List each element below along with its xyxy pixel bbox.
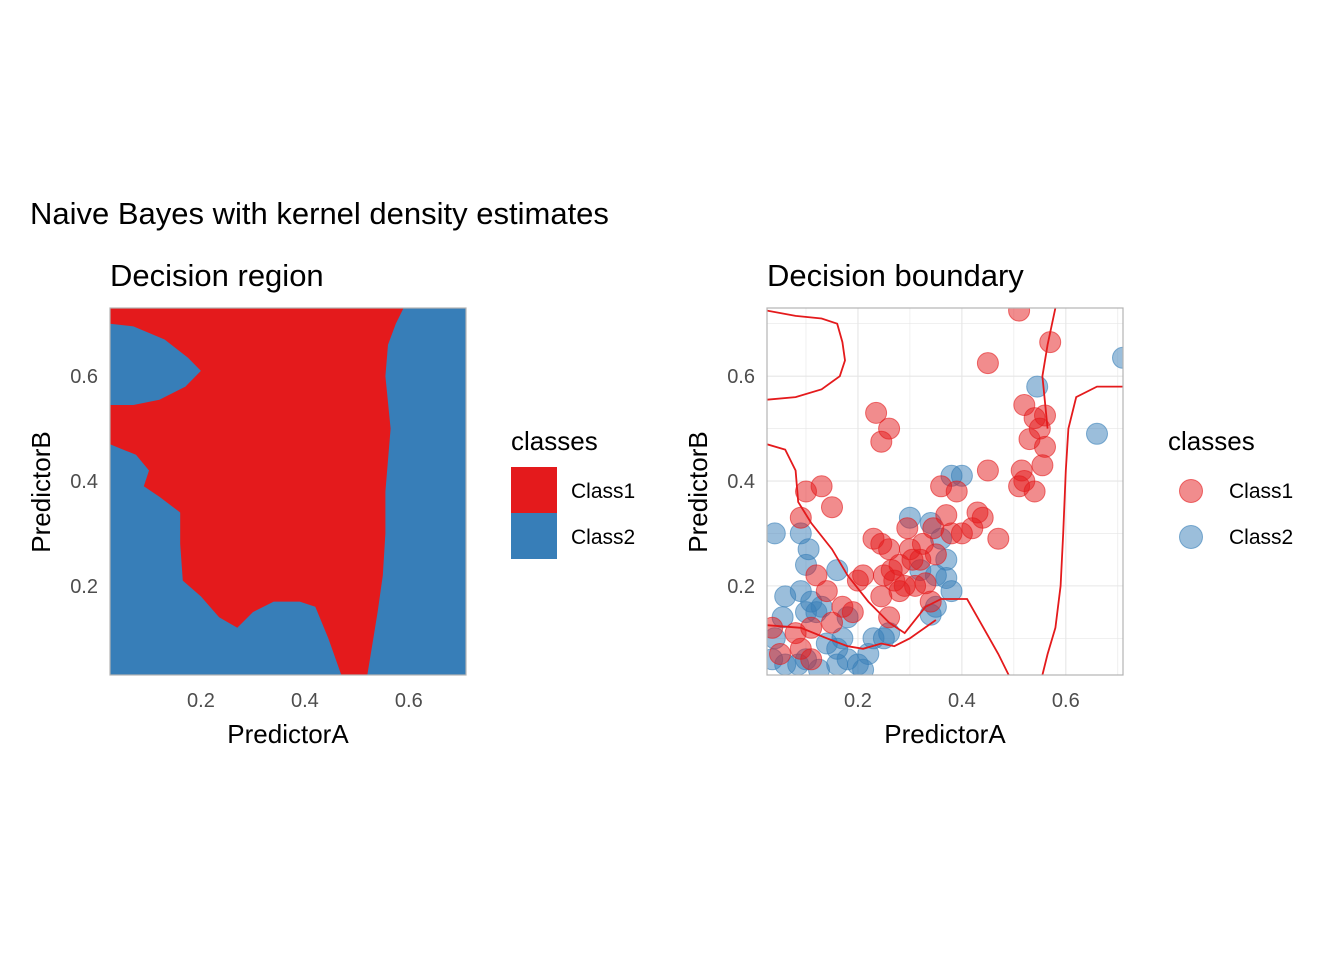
decision-boundary-border <box>766 307 1124 676</box>
scatter-point-class1 <box>795 480 817 503</box>
decision-boundary-legend: classes Class1 Class2 <box>1168 426 1293 549</box>
scatter-point-class1 <box>821 611 843 634</box>
decision-region-x-tick: 0.6 <box>395 690 423 712</box>
scatter-point-class1 <box>924 543 947 566</box>
scatter-point-class2 <box>1112 346 1123 369</box>
decision-boundary-x-tick: 0.6 <box>1052 690 1080 712</box>
decision-boundary-xlabel: PredictorA <box>884 719 1006 749</box>
scatter-point-class1 <box>800 648 823 671</box>
scatter-point-class1 <box>976 352 999 375</box>
decision-region-x-tick: 0.4 <box>291 690 319 712</box>
region-class1-area <box>110 308 404 675</box>
decision-region-plot <box>109 307 467 676</box>
scatter-point-class2 <box>774 585 797 608</box>
decision-region-legend: classes Class1 Class2 <box>511 426 635 559</box>
scatter-point-class2 <box>767 522 786 545</box>
scatter-point-class1 <box>976 459 999 482</box>
decision-region-y-tick: 0.6 <box>70 366 98 388</box>
decision-region-y-tick: 0.4 <box>70 471 98 493</box>
legend-key-class1 <box>1179 479 1203 503</box>
scatter-point-class2 <box>940 580 963 603</box>
legend-label-class1: Class1 <box>1229 480 1293 503</box>
scatter-point-class1 <box>805 564 828 587</box>
scatter-point-class2 <box>836 648 859 671</box>
scatter-point-class1 <box>1008 308 1031 322</box>
scatter-point-class1 <box>815 580 838 603</box>
legend-key-class2 <box>1179 525 1203 549</box>
scatter-point-class1 <box>1023 480 1046 503</box>
decision-boundary-x-tick: 0.2 <box>844 690 872 712</box>
decision-boundary-ticks: 0.2 0.4 0.6 0.2 0.4 0.6 <box>727 366 1080 712</box>
scatter-point-class1 <box>914 572 937 595</box>
scatter-point-class1 <box>862 527 885 550</box>
legend-label-class2: Class2 <box>1229 526 1293 549</box>
scatter-point-class1 <box>888 580 911 603</box>
scatter-point-class1 <box>1034 435 1056 458</box>
decision-region-xlabel: PredictorA <box>227 719 349 749</box>
scatter-point-class1 <box>1013 394 1036 416</box>
scatter-point-class1 <box>870 585 893 608</box>
figure-title: Naive Bayes with kernel density estimate… <box>30 196 609 231</box>
scatter-point-class1 <box>950 522 973 545</box>
legend-key-class1 <box>511 467 557 513</box>
panel-title-decision-boundary: Decision boundary <box>767 258 1024 293</box>
decision-region-panel: Decision region 0.2 0.4 0.6 0.2 0.4 0.6 Predi… <box>26 258 635 749</box>
legend-title: classes <box>1168 426 1255 456</box>
decision-boundary-line <box>1041 308 1057 429</box>
scatter-point-class1 <box>930 475 953 498</box>
decision-boundary-line <box>1041 385 1123 675</box>
scatter-point-class1 <box>987 527 1010 550</box>
decision-boundary-line <box>767 309 846 401</box>
panel-title-decision-region: Decision region <box>110 258 324 293</box>
decision-boundary-x-tick: 0.4 <box>948 690 976 712</box>
decision-boundary-y-tick: 0.2 <box>727 576 755 598</box>
decision-boundary-line <box>767 619 937 650</box>
decision-region-border <box>109 307 467 676</box>
decision-region-x-tick: 0.2 <box>187 690 215 712</box>
decision-boundary-ylabel: PredictorB <box>683 431 713 552</box>
decision-region-ticks: 0.2 0.4 0.6 0.2 0.4 0.6 <box>70 366 423 712</box>
scatter-point-class1 <box>1028 417 1051 440</box>
scatter-point-class1 <box>865 401 888 424</box>
legend-title: classes <box>511 426 598 456</box>
decision-region-ylabel: PredictorB <box>26 431 56 552</box>
scatter-point-class1 <box>1031 454 1054 477</box>
decision-boundary-line <box>767 443 1010 675</box>
scatter-point-class1 <box>831 595 854 618</box>
scatter-point-class1 <box>767 616 784 639</box>
decision-boundary-y-tick: 0.4 <box>727 471 755 493</box>
scatter-point-class2 <box>1086 422 1108 445</box>
scatter-point-class1 <box>878 417 901 440</box>
scatter-point-class1 <box>846 569 869 592</box>
legend-label-class1: Class1 <box>571 480 635 503</box>
scatter-point-class1 <box>878 606 901 629</box>
scatter-point-class1 <box>821 496 843 519</box>
decision-region-y-tick: 0.2 <box>70 576 98 598</box>
region-class2-area <box>110 323 201 405</box>
legend-key-class2 <box>511 513 557 559</box>
scatter-point-class1 <box>896 517 919 540</box>
scatter-point-class1 <box>769 643 791 665</box>
legend-label-class2: Class2 <box>571 526 635 549</box>
scatter-point-class2 <box>815 632 838 655</box>
decision-boundary-y-tick: 0.6 <box>727 366 755 388</box>
decision-boundary-panel: Decision boundary 0.2 0.4 0.6 0.2 0.4 0.6 Pre… <box>683 258 1293 749</box>
decision-boundary-plot <box>766 307 1124 676</box>
